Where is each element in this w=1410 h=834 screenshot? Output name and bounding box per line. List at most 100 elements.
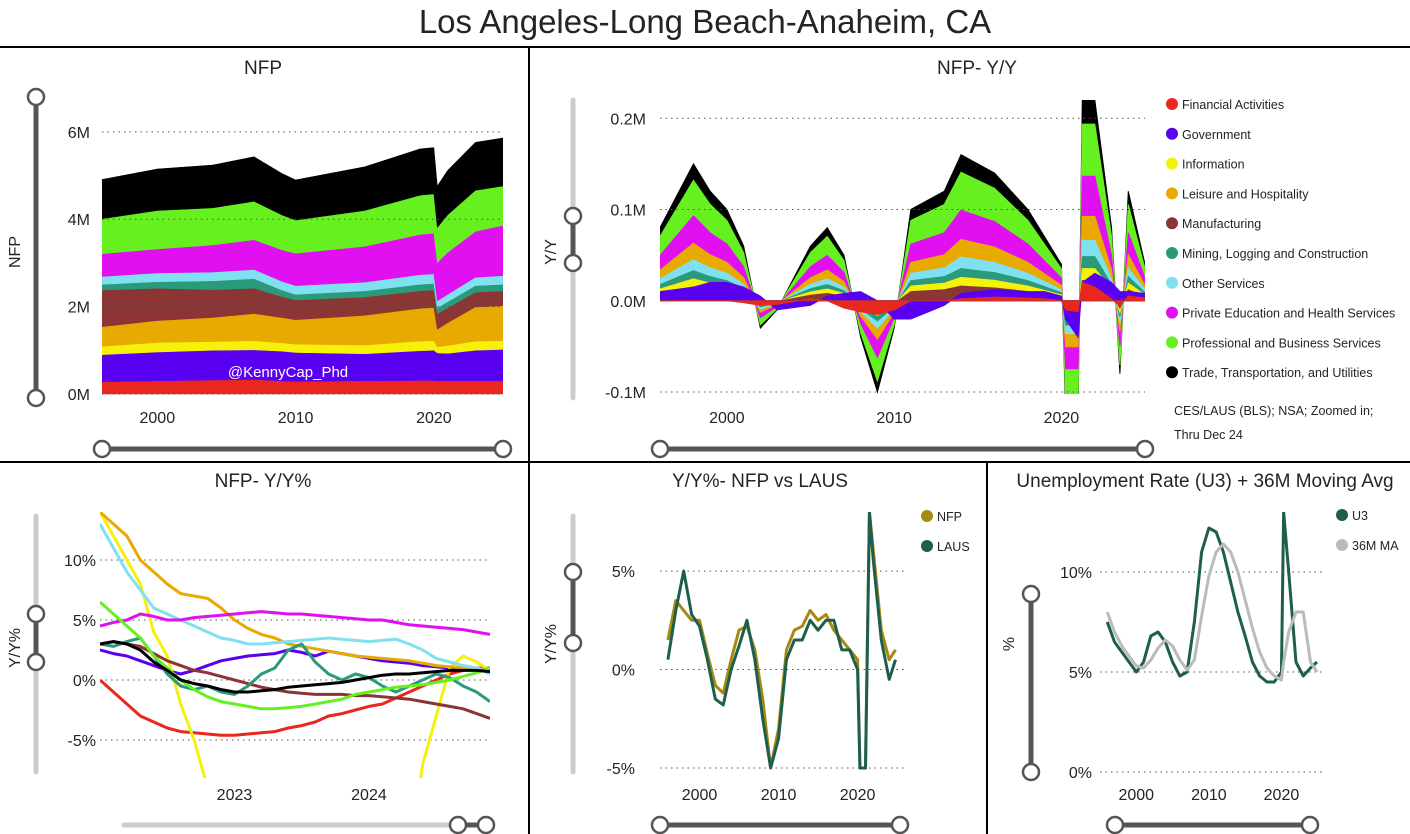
legend-marker-government[interactable] <box>1166 127 1178 140</box>
nfp-yy-pct-line-mining <box>100 636 490 703</box>
unemployment-line-u3_line <box>1105 512 1319 684</box>
nfp-yy-vslider-handle-1[interactable] <box>563 206 583 226</box>
nfp-yy-hslider-handle-2[interactable] <box>1135 439 1155 459</box>
nfp-yy-area-financial <box>660 281 1145 315</box>
legend-marker-professional[interactable] <box>1166 336 1178 349</box>
nfp-yy-pct-vslider-handle-1[interactable] <box>26 604 46 624</box>
nfp-yy-vslider-handle-2[interactable] <box>563 253 583 273</box>
nfp-vslider-handle-2[interactable] <box>26 388 46 408</box>
legend-label-financial[interactable]: Financial Activities <box>1182 98 1284 112</box>
nfp-yy-pct-line-trade <box>100 640 490 694</box>
page-title: Los Angeles-Long Beach-Anaheim, CA <box>418 3 992 40</box>
unemployment-xtick: 2000 <box>1118 787 1154 804</box>
legend-label-laus_line[interactable]: LAUS <box>937 540 970 554</box>
nfp-ytick: 4M <box>68 212 90 229</box>
legend-label-u3_line[interactable]: U3 <box>1352 509 1368 523</box>
legend-label-government[interactable]: Government <box>1182 128 1251 142</box>
nfp-yy-pct-vslider-handle-2[interactable] <box>26 652 46 672</box>
nfp-yy-pct-ytick: 5% <box>73 613 96 630</box>
legend-marker-financial[interactable] <box>1166 98 1178 110</box>
unemployment-hslider-handle-2[interactable] <box>1300 815 1320 834</box>
nfp-yy-pct-ylabel: Y/Y% <box>7 628 24 668</box>
nfp-vs-laus-vslider-handle-2[interactable] <box>563 633 583 653</box>
nfp-yy-title: NFP- Y/Y <box>937 58 1017 79</box>
nfp-yy-xtick: 2000 <box>709 410 745 427</box>
nfp-yy-area-other <box>660 240 1145 335</box>
legend-marker-mining[interactable] <box>1166 247 1178 259</box>
legend-label-education_health[interactable]: Private Education and Health Services <box>1182 307 1395 321</box>
unemployment-ytick: 5% <box>1069 665 1092 682</box>
unemployment-vslider-handle-2[interactable] <box>1021 762 1041 782</box>
unemployment-legend: U3 36M MA <box>1336 509 1399 553</box>
nfp-area-financial <box>102 379 503 395</box>
legend-marker-other[interactable] <box>1166 276 1178 289</box>
unemployment-title: Unemployment Rate (U3) + 36M Moving Avg <box>1016 471 1393 492</box>
nfp-yy-pct-ytick: 10% <box>64 553 96 570</box>
nfp-vs-laus-ytick: 0% <box>612 663 635 680</box>
nfp-hslider-handle-2[interactable] <box>493 439 513 459</box>
watermark-handle: @KennyCap_Phd <box>228 364 348 381</box>
nfp-hslider-handle-1[interactable] <box>92 439 112 459</box>
legend-label-other[interactable]: Other Services <box>1182 277 1265 291</box>
nfp-yy-ytick: 0.1M <box>610 203 646 220</box>
unemployment-xtick: 2020 <box>1264 787 1300 804</box>
nfp-yy-xtick: 2010 <box>876 410 912 427</box>
nfp-xtick: 2010 <box>278 410 314 427</box>
legend-marker-laus_line[interactable] <box>921 540 933 552</box>
nfp-yy-pct-chart: NFP- Y/Y% Y/Y% -5% 0% 5% 10% 2023 2024 <box>7 471 496 834</box>
nfp-yy-ylabel: Y/Y <box>543 239 560 265</box>
nfp-yy-area-trade <box>660 100 1145 394</box>
nfp-yy-ytick: 0.2M <box>610 111 646 128</box>
legend-marker-u3_line[interactable] <box>1336 509 1348 521</box>
legend-label-trade[interactable]: Trade, Transportation, and Utilities <box>1182 366 1373 380</box>
divider-top <box>0 46 1410 48</box>
nfp-yy-ytick: 0.0M <box>610 294 646 311</box>
nfp-yy-pct-xtick: 2024 <box>351 787 387 804</box>
legend-label-ma_line[interactable]: 36M MA <box>1352 539 1399 553</box>
legend-marker-trade[interactable] <box>1166 366 1178 379</box>
nfp-chart: NFP NFP 0M 2M 4M 6M 2000 2010 2020 @KennyCap_Phd <box>7 58 513 459</box>
legend-marker-information[interactable] <box>1166 157 1178 170</box>
legend-label-mining[interactable]: Mining, Logging and Construction <box>1182 247 1368 261</box>
unemployment-ytick: 10% <box>1060 565 1092 582</box>
nfp-vs-laus-hslider-handle-1[interactable] <box>650 815 670 834</box>
nfp-yy-pct-ytick: 0% <box>73 673 96 690</box>
nfp-yy-chart: NFP- Y/Y Y/Y -0.1M 0.0M 0.1M 0.2M 2000 2010 2020… <box>543 58 1395 459</box>
source-note-line2: Thru Dec 24 <box>1174 428 1243 442</box>
legend-label-nfp_line[interactable]: NFP <box>937 510 962 524</box>
nfp-yy-xtick: 2020 <box>1044 410 1080 427</box>
legend-label-leisure[interactable]: Leisure and Hospitality <box>1182 187 1309 201</box>
legend-marker-manufacturing[interactable] <box>1166 217 1178 230</box>
nfp-yy-pct-line-manufacturing <box>100 640 490 720</box>
nfp-vs-laus-legend: NFP LAUS <box>921 510 970 554</box>
unemployment-vslider-handle-1[interactable] <box>1021 584 1041 604</box>
unemployment-line-ma_line <box>1105 542 1319 682</box>
nfp-yy-pct-line-financial <box>100 666 490 737</box>
nfp-yy-hslider-handle-1[interactable] <box>650 439 670 459</box>
divider-middle <box>0 461 1410 463</box>
nfp-title: NFP <box>244 58 282 79</box>
source-note-line1: CES/LAUS (BLS); NSA; Zoomed in; <box>1174 404 1373 418</box>
unemployment-ylabel: % <box>1001 637 1018 651</box>
nfp-vs-laus-xtick: 2020 <box>840 787 876 804</box>
nfp-vs-laus-xtick: 2010 <box>761 787 797 804</box>
nfp-yy-area-professional <box>660 123 1145 394</box>
legend-label-professional[interactable]: Professional and Business Services <box>1182 336 1381 350</box>
legend-marker-ma_line[interactable] <box>1336 539 1348 551</box>
nfp-yy-pct-title: NFP- Y/Y% <box>215 471 312 492</box>
legend-marker-leisure[interactable] <box>1166 187 1178 200</box>
unemployment-ytick: 0% <box>1069 765 1092 782</box>
legend-label-manufacturing[interactable]: Manufacturing <box>1182 217 1261 231</box>
nfp-yy-pct-line-professional <box>100 600 490 711</box>
legend-marker-education_health[interactable] <box>1166 306 1178 319</box>
legend-marker-nfp_line[interactable] <box>921 510 933 522</box>
divider-vertical-right <box>986 462 988 834</box>
nfp-yy-pct-hslider-handle-2[interactable] <box>476 815 496 834</box>
unemployment-hslider-handle-1[interactable] <box>1105 815 1125 834</box>
nfp-vslider-handle-1[interactable] <box>26 87 46 107</box>
nfp-vs-laus-hslider-handle-2[interactable] <box>890 815 910 834</box>
nfp-vs-laus-line-laus_line <box>666 512 897 770</box>
nfp-vs-laus-vslider-handle-1[interactable] <box>563 562 583 582</box>
legend-label-information[interactable]: Information <box>1182 158 1245 172</box>
nfp-yy-pct-hslider-handle-1[interactable] <box>448 815 468 834</box>
